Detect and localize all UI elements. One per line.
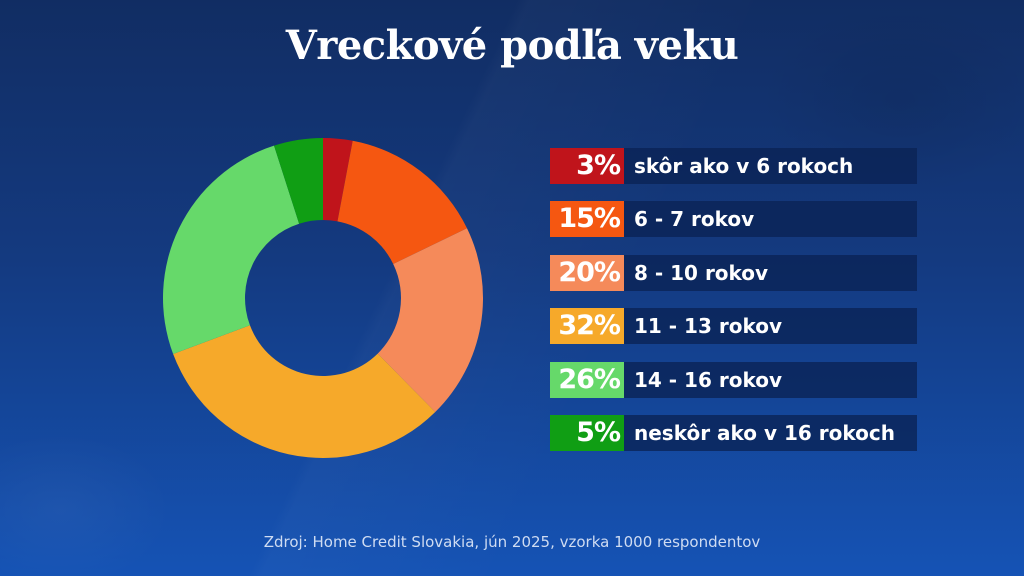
legend-label: skôr ako v 6 rokoch: [634, 154, 854, 178]
source-note: Zdroj: Home Credit Slovakia, jún 2025, v…: [263, 533, 761, 551]
donut-slice: [337, 140, 468, 265]
donut-slice: [163, 145, 300, 355]
legend-item: 26% 14 - 16 rokov: [550, 361, 917, 398]
chart-legend: 3% skôr ako v 6 rokoch 15% 6 - 7 rokov 20% 8 …: [550, 148, 917, 468]
legend-label: 6 - 7 rokov: [634, 207, 755, 232]
legend-item: 3% skôr ako v 6 rokoch: [550, 148, 917, 184]
legend-percentage: 32%: [550, 308, 624, 345]
donut-slice: [323, 138, 353, 222]
donut-chart: [163, 138, 483, 458]
legend-label: 8 - 10 rokov: [634, 260, 769, 285]
legend-label: 11 - 13 rokov: [634, 314, 782, 339]
legend-percentage: 5%: [550, 414, 624, 451]
legend-label: neskôr ako v 16 rokoch: [634, 420, 895, 445]
legend-item: 20% 8 - 10 rokov: [550, 254, 917, 291]
donut-slice: [377, 228, 483, 413]
legend-percentage: 15%: [550, 201, 624, 238]
donut-slice: [173, 325, 436, 458]
legend-percentage: 3%: [550, 148, 624, 184]
legend-item: 32% 11 - 13 rokov: [550, 308, 917, 345]
legend-item: 5% neskôr ako v 16 rokoch: [550, 414, 917, 451]
legend-label: 14 - 16 rokov: [634, 367, 782, 392]
page-title: Vreckové podľa veku: [285, 22, 739, 69]
donut-slice: [274, 138, 323, 224]
legend-item: 15% 6 - 7 rokov: [550, 201, 917, 238]
legend-percentage: 26%: [550, 361, 624, 398]
legend-percentage: 20%: [550, 254, 624, 291]
